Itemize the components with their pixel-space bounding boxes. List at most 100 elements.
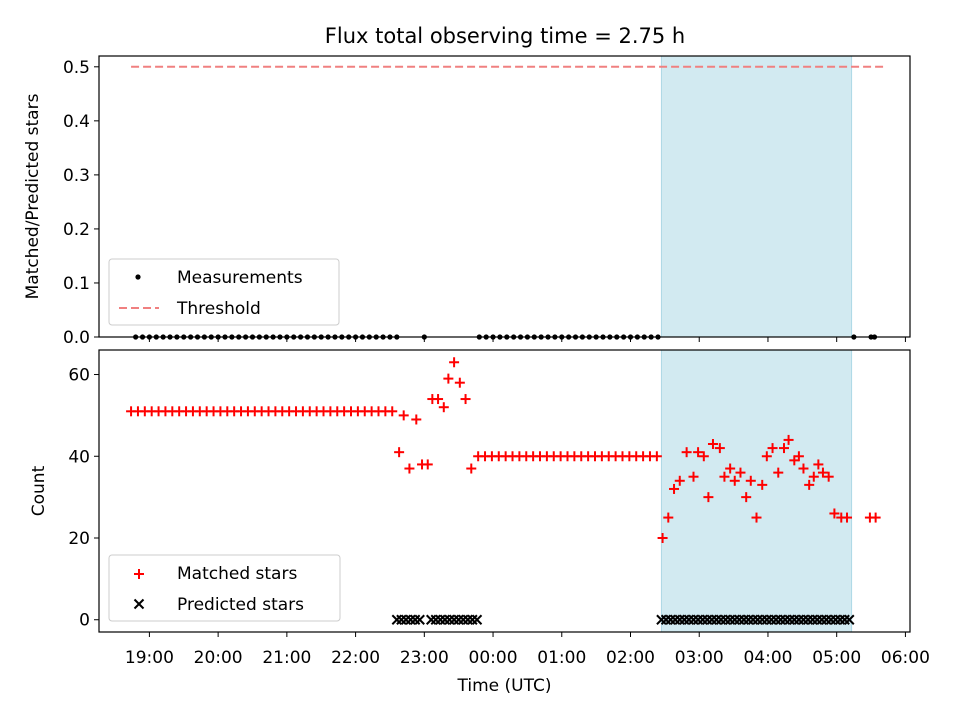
- predicted-star-point: [656, 614, 667, 625]
- matched-star-point: [438, 402, 449, 413]
- x-tick-label: 05:00: [812, 648, 861, 668]
- top-shaded-interval: [660, 55, 853, 338]
- predicted-star-point: [444, 614, 455, 625]
- x-tick-label: 03:00: [675, 648, 724, 668]
- matched-star-point: [757, 479, 768, 490]
- predicted-star-point: [738, 614, 750, 625]
- predicted-star-point: [391, 614, 403, 625]
- x-tick-label: 23:00: [400, 648, 449, 668]
- predicted-star-point: [462, 614, 474, 625]
- predicted-star-point: [715, 614, 727, 625]
- matched-stars-legend-plus: [134, 569, 144, 579]
- predicted-star-point: [458, 614, 469, 625]
- x-tick-label: 01:00: [537, 648, 586, 668]
- predicted-star-point: [747, 614, 759, 625]
- matched-star-point: [433, 394, 444, 405]
- bottom-y-ticks: 0 20 40 60: [68, 366, 99, 631]
- matched-star-point: [745, 475, 756, 486]
- x-tick-label: 04:00: [743, 648, 792, 668]
- predicted-star-point: [839, 614, 850, 625]
- predicted-star-point: [793, 614, 805, 625]
- bottom-y-tick-label: 20: [68, 529, 90, 549]
- matched-star-point: [729, 475, 740, 486]
- matched-star-point: [688, 471, 699, 482]
- predicted-star-point: [720, 614, 731, 625]
- measurements-legend-marker: [135, 274, 141, 280]
- matched-stars-legend-marker: [134, 569, 144, 579]
- predicted-star-point: [405, 614, 416, 625]
- predicted-star-point: [448, 614, 460, 625]
- predicted-star-point: [396, 614, 407, 625]
- predicted-star-point: [679, 614, 690, 625]
- chart-title: Flux total observing time = 2.75 h: [325, 24, 685, 48]
- bottom-shaded-interval: [660, 349, 853, 633]
- matched-star-point: [817, 467, 828, 478]
- top-y-tick-label: 0.3: [63, 166, 90, 186]
- matched-star-point: [443, 373, 454, 384]
- top-axes-frame: [98, 55, 911, 338]
- x-tick-label: 00:00: [469, 648, 518, 668]
- matched-star-point: [829, 508, 840, 519]
- matched-star-point: [735, 467, 746, 478]
- predicted-star-point: [430, 614, 441, 625]
- matched-star-point: [674, 475, 685, 486]
- predicted-star-point: [453, 614, 464, 625]
- predicted-star-point: [743, 614, 754, 625]
- predicted-star-point: [688, 614, 699, 625]
- predicted-star-point: [770, 614, 782, 625]
- matched-star-point: [778, 443, 789, 454]
- matched-star-point: [466, 463, 477, 474]
- predicted-stars-legend-marker: [133, 598, 145, 610]
- bottom-points-layer: [126, 357, 881, 625]
- predicted-star-point: [674, 614, 685, 625]
- predicted-star-point: [711, 614, 722, 625]
- predicted-star-point: [775, 614, 786, 625]
- top-y-tick-label: 0.5: [63, 58, 90, 78]
- matched-star-point: [804, 479, 815, 490]
- matched-star-point: [669, 483, 680, 494]
- matched-star-point: [714, 443, 725, 454]
- predicted-star-point: [834, 614, 846, 625]
- bottom-x-ticks: 19:00 20:00 21:00 22:00 23:00 00:00 01:00 02:00…: [125, 632, 930, 668]
- top-legend-box: [108, 258, 340, 326]
- matched-star-point: [823, 471, 834, 482]
- predicted-star-point: [761, 614, 773, 625]
- predicted-star-point: [425, 614, 437, 625]
- matched-star-point: [681, 447, 692, 458]
- bottom-y-tick-label: 0: [79, 611, 90, 631]
- predicted-stars-legend-label: Predicted stars: [177, 595, 304, 615]
- matched-star-point: [808, 471, 819, 482]
- predicted-star-point: [400, 614, 412, 625]
- matched-star-point: [773, 467, 784, 478]
- matched-star-point: [719, 471, 730, 482]
- top-panel: 0.0 0.1 0.2 0.3 0.4 0.5 Matched/Predicted sta…: [23, 55, 911, 348]
- predicted-star-point: [706, 614, 718, 625]
- predicted-star-point: [830, 614, 841, 625]
- measurements-legend-label: Measurements: [177, 268, 303, 288]
- top-y-tick-label: 0.2: [63, 220, 90, 240]
- matched-star-point: [651, 451, 662, 462]
- matched-star-point: [460, 394, 471, 405]
- predicted-stars-legend-cross: [133, 598, 145, 610]
- matched-star-point: [798, 463, 809, 474]
- predicted-star-point: [692, 614, 704, 625]
- predicted-star-point: [802, 614, 814, 625]
- matched-star-point: [449, 357, 460, 368]
- predicted-star-point: [734, 614, 745, 625]
- bottom-legend-box: [108, 554, 341, 622]
- predicted-star-point: [697, 614, 708, 625]
- top-y-axis-label: Matched/Predicted stars: [23, 93, 43, 299]
- x-tick-label: 06:00: [881, 648, 930, 668]
- predicted-star-point: [702, 614, 713, 625]
- matched-star-point: [761, 451, 772, 462]
- matched-star-point: [411, 414, 422, 425]
- matched-stars-legend-label: Matched stars: [177, 564, 297, 584]
- matched-star-point: [398, 410, 409, 421]
- x-tick-label: 19:00: [125, 648, 174, 668]
- matched-star-point: [454, 377, 465, 388]
- x-tick-label: 20:00: [194, 648, 243, 668]
- bottom-y-tick-label: 40: [68, 447, 90, 467]
- bottom-y-axis-label: Count: [29, 465, 49, 516]
- predicted-star-point: [784, 614, 795, 625]
